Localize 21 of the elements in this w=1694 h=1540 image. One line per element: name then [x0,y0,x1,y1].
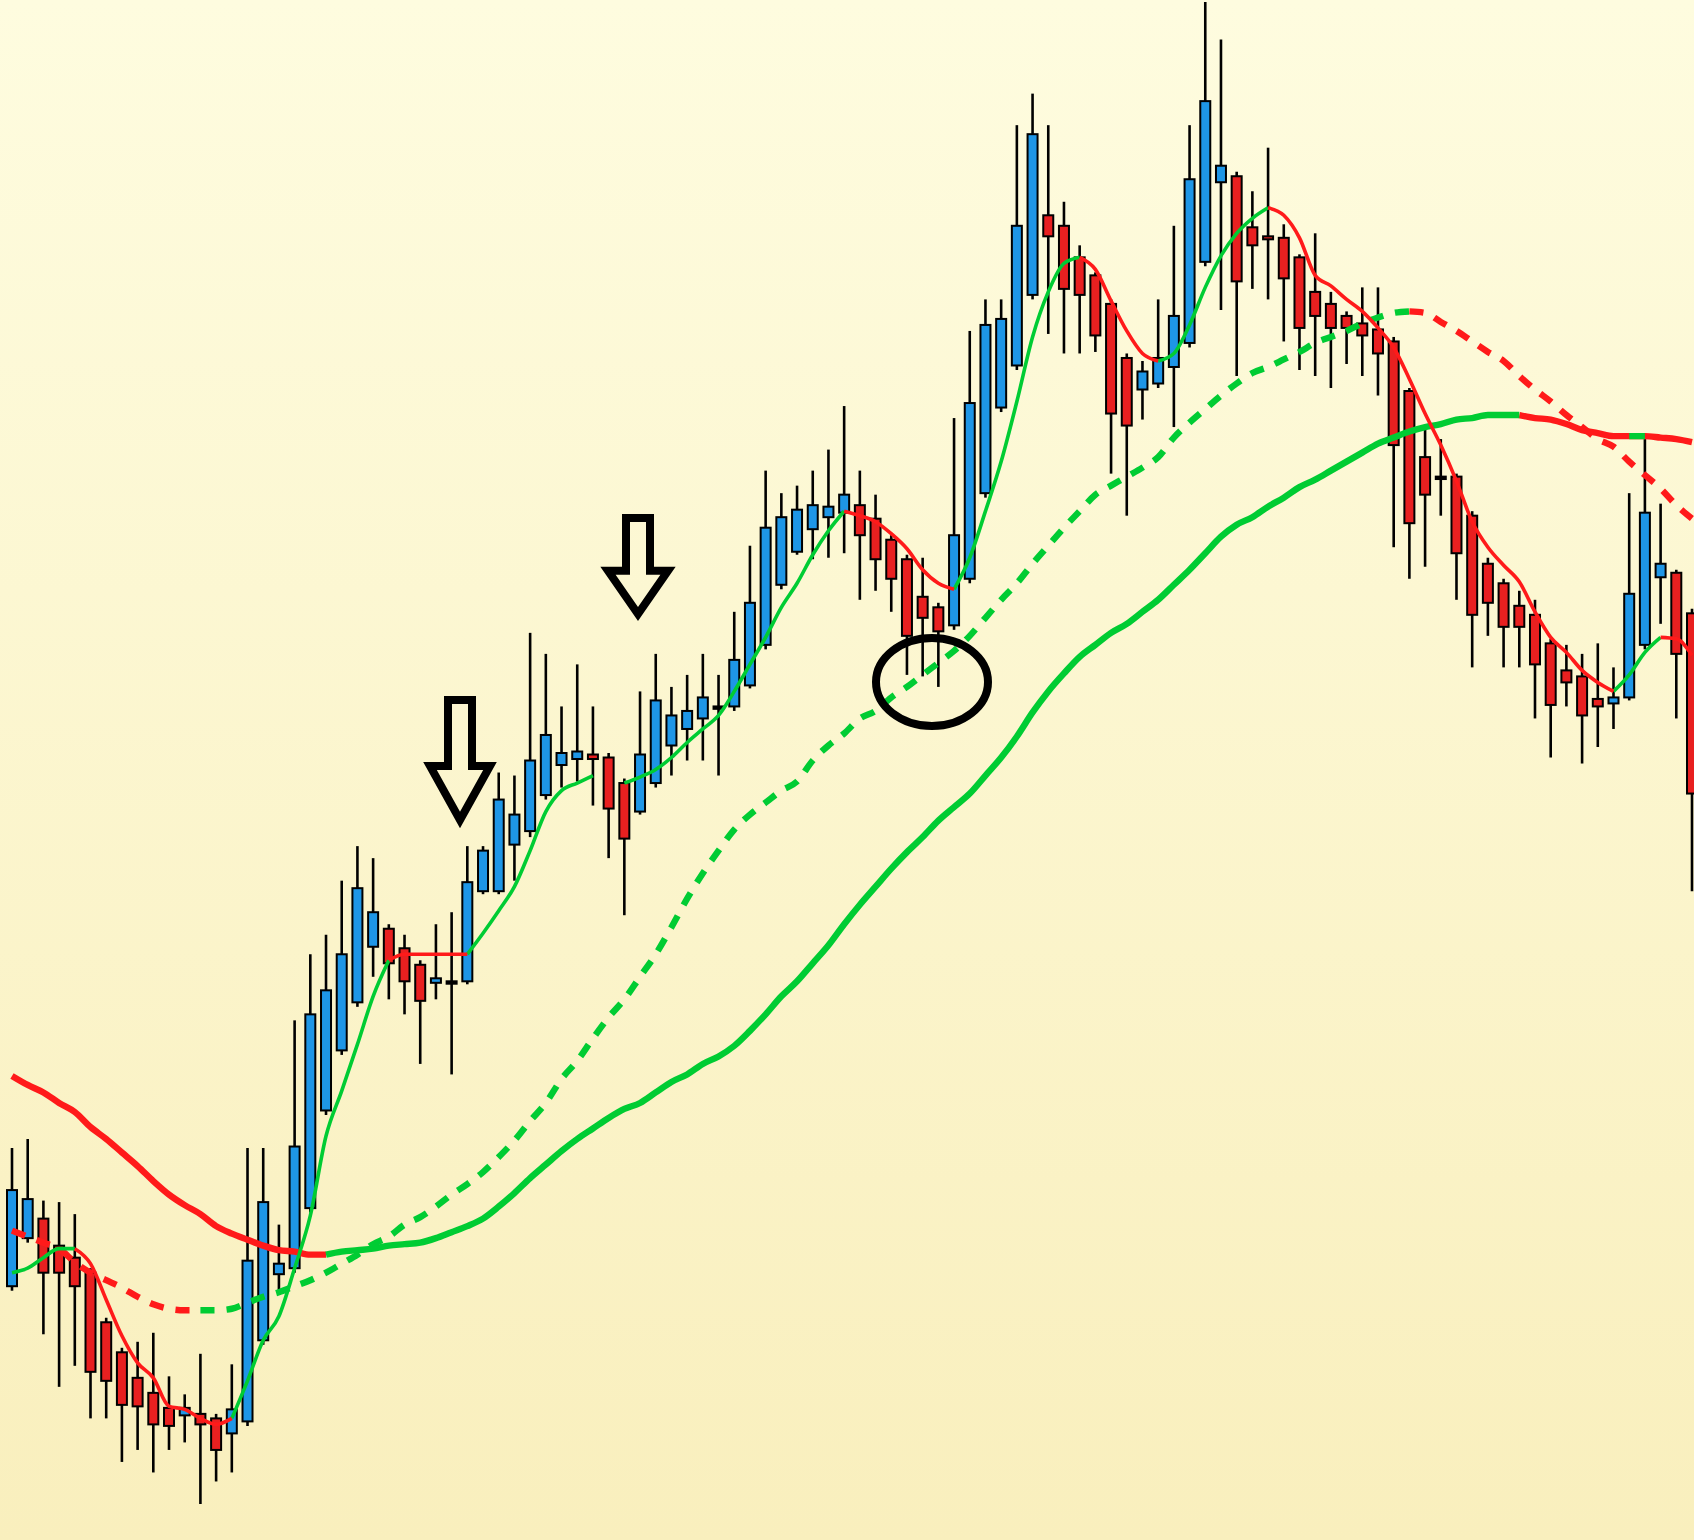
candlestick [367,856,380,979]
candlestick [1214,38,1227,312]
candlestick [1309,232,1322,378]
candlestick [429,922,442,1001]
candlestick [1262,146,1275,301]
candlestick [1481,556,1494,638]
candlestick [477,844,490,896]
candlestick [1152,298,1165,390]
candlestick [1576,652,1589,765]
candlestick [1371,286,1384,397]
candlestick [696,652,709,762]
candlestick [382,922,395,1001]
candlestick [681,673,694,762]
candlestick [210,1412,223,1483]
candlestick [712,673,725,777]
candlestick [791,484,804,557]
candlestick [586,705,599,807]
candlestick [1419,425,1432,569]
candlestick [163,1375,176,1452]
candlestick [68,1212,81,1368]
candlestick [1324,290,1337,390]
